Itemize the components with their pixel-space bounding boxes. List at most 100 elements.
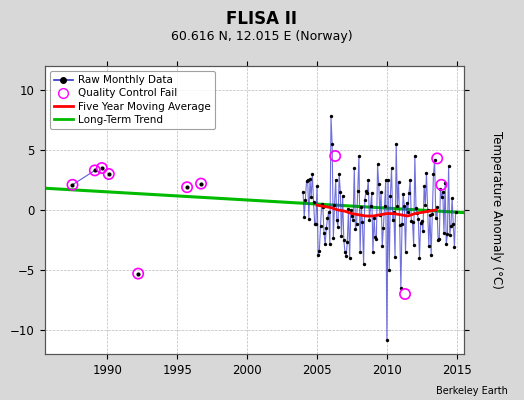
Point xyxy=(197,180,205,187)
Point xyxy=(381,177,390,184)
Point xyxy=(396,222,404,228)
Text: Berkeley Earth: Berkeley Earth xyxy=(436,386,508,396)
Point xyxy=(321,241,330,247)
Point xyxy=(312,220,320,227)
Point xyxy=(345,255,354,261)
Point xyxy=(97,165,106,171)
Point xyxy=(380,202,389,209)
Point xyxy=(401,249,410,255)
Point xyxy=(302,178,311,184)
Point xyxy=(383,336,391,343)
Point xyxy=(444,163,453,170)
Point xyxy=(438,194,446,200)
Point xyxy=(68,182,77,188)
Point xyxy=(448,195,456,201)
Point xyxy=(357,203,365,210)
Point xyxy=(423,207,432,213)
Point xyxy=(398,221,406,228)
Point xyxy=(331,153,340,159)
Point xyxy=(304,216,313,222)
Point xyxy=(399,191,407,197)
Point xyxy=(439,189,447,195)
Point xyxy=(419,228,427,234)
Point xyxy=(356,248,364,255)
Point xyxy=(320,230,328,236)
Point xyxy=(91,167,99,174)
Point xyxy=(334,223,342,230)
Point xyxy=(430,157,439,164)
Point xyxy=(386,193,395,199)
Point xyxy=(405,190,413,196)
Point xyxy=(411,153,419,159)
Point xyxy=(376,212,384,218)
Y-axis label: Temperature Anomaly (°C): Temperature Anomaly (°C) xyxy=(490,131,503,289)
Point xyxy=(354,188,362,194)
Point xyxy=(424,243,433,249)
Point xyxy=(408,219,417,225)
Point xyxy=(442,241,451,247)
Point xyxy=(358,219,367,225)
Point xyxy=(417,220,425,226)
Text: FLISA II: FLISA II xyxy=(226,10,298,28)
Point xyxy=(134,270,143,277)
Point xyxy=(319,204,327,210)
Legend: Raw Monthly Data, Quality Control Fail, Five Year Moving Average, Long-Term Tren: Raw Monthly Data, Quality Control Fail, … xyxy=(50,71,215,129)
Point xyxy=(183,184,191,190)
Point xyxy=(364,177,373,183)
Point xyxy=(366,203,375,210)
Point xyxy=(392,141,400,147)
Point xyxy=(351,226,359,232)
Point xyxy=(414,216,422,222)
Point xyxy=(322,225,331,231)
Point xyxy=(299,189,307,195)
Point xyxy=(409,242,418,248)
Point xyxy=(324,209,333,215)
Point xyxy=(421,202,430,208)
Point xyxy=(378,243,386,249)
Point xyxy=(363,190,372,197)
Point xyxy=(339,193,347,199)
Point xyxy=(68,182,77,188)
Point xyxy=(318,201,326,207)
Point xyxy=(327,113,335,120)
Point xyxy=(313,183,321,189)
Point xyxy=(183,184,191,190)
Point xyxy=(375,181,383,188)
Point xyxy=(370,214,378,221)
Point xyxy=(391,253,399,260)
Text: 60.616 N, 12.015 E (Norway): 60.616 N, 12.015 E (Norway) xyxy=(171,30,353,43)
Point xyxy=(413,210,421,217)
Point xyxy=(359,261,368,267)
Point xyxy=(395,178,403,185)
Point xyxy=(197,180,205,187)
Point xyxy=(422,170,431,176)
Point xyxy=(300,213,309,220)
Point xyxy=(450,244,458,250)
Point xyxy=(335,170,343,177)
Point xyxy=(374,161,382,168)
Point xyxy=(428,211,436,217)
Point xyxy=(365,217,374,224)
Point xyxy=(348,213,356,219)
Point xyxy=(393,203,401,209)
Point xyxy=(403,208,412,215)
Point xyxy=(337,233,346,240)
Point xyxy=(105,171,113,177)
Point xyxy=(325,241,334,248)
Point xyxy=(379,224,388,231)
Point xyxy=(441,180,449,186)
Point xyxy=(349,217,357,223)
Point xyxy=(407,218,416,224)
Point xyxy=(418,218,426,224)
Point xyxy=(332,177,340,183)
Point xyxy=(367,189,376,196)
Point xyxy=(323,215,332,222)
Point xyxy=(420,183,428,189)
Point xyxy=(377,189,385,195)
Point xyxy=(385,267,394,273)
Point xyxy=(443,231,452,237)
Point xyxy=(447,223,455,229)
Point xyxy=(436,186,445,192)
Point xyxy=(371,234,379,241)
Point xyxy=(306,176,314,183)
